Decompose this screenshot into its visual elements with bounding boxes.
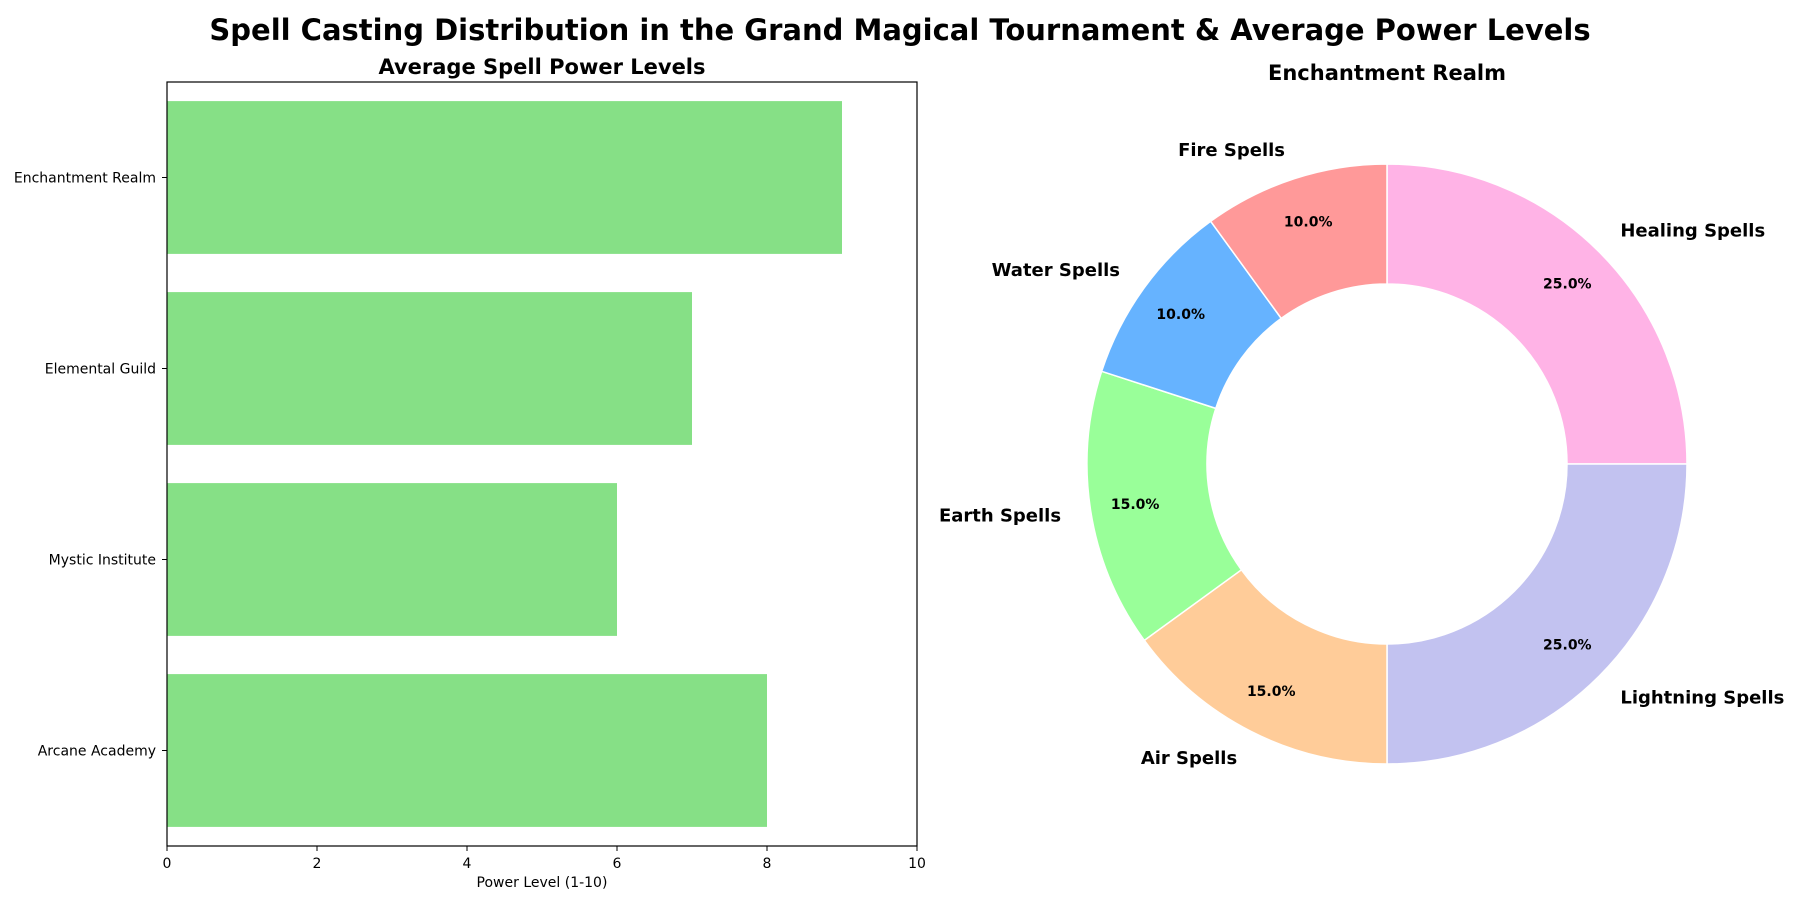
x-tick-label: 6 bbox=[613, 856, 622, 872]
bar-elemental-guild bbox=[167, 292, 692, 445]
slice-fire-spells bbox=[1209, 163, 1388, 320]
x-tick-label: 10 bbox=[908, 856, 926, 872]
donut-chart-panel: Enchantment Realm 25.0%Healing Spells25.… bbox=[939, 61, 1784, 769]
slice-label-water-spells: Water Spells bbox=[992, 260, 1120, 281]
x-tick-label: 4 bbox=[463, 856, 472, 872]
donut-labels: 25.0% Healing Spells 25.0% Lightning Spells… bbox=[939, 140, 1784, 769]
slice-lightning-spells bbox=[1386, 463, 1688, 765]
slice-label-earth-spells: Earth Spells bbox=[939, 506, 1061, 527]
donut-chart-title: Enchantment Realm bbox=[1268, 61, 1506, 85]
x-axis-label: Power Level (1-10) bbox=[477, 875, 608, 891]
slice-percent-fire-spells: 10.0% bbox=[1284, 214, 1333, 230]
bar-enchantment-realm bbox=[167, 101, 842, 254]
slice-label-air-spells: Air Spells bbox=[1141, 748, 1237, 769]
bar-arcane-academy bbox=[167, 674, 767, 827]
slice-healing-spells bbox=[1386, 163, 1688, 465]
bar-series bbox=[167, 101, 842, 827]
x-axis: 0 2 4 6 8 10 bbox=[163, 846, 926, 872]
y-tick-label: Elemental Guild bbox=[45, 362, 156, 378]
y-axis: Enchantment Realm Elemental Guild Mystic I… bbox=[14, 171, 167, 760]
bar-mystic-institute bbox=[167, 483, 617, 636]
slice-label-lightning-spells: Lightning Spells bbox=[1620, 687, 1784, 708]
x-tick-label: 2 bbox=[313, 856, 322, 872]
slice-label-healing-spells: Healing Spells bbox=[1620, 221, 1765, 242]
y-tick-label: Arcane Academy bbox=[38, 744, 156, 760]
y-tick-label: Mystic Institute bbox=[49, 553, 156, 569]
x-tick-label: 8 bbox=[763, 856, 772, 872]
bar-chart-title: Average Spell Power Levels bbox=[378, 55, 705, 79]
bar-chart-panel: Average Spell Power Levels 0 2 4 6 8 10 Encha… bbox=[14, 55, 926, 891]
slice-percent-lightning-spells: 25.0% bbox=[1543, 637, 1592, 653]
figure-title: Spell Casting Distribution in the Grand … bbox=[209, 13, 1590, 47]
x-tick-label: 0 bbox=[163, 856, 172, 872]
slice-label-fire-spells: Fire Spells bbox=[1178, 140, 1285, 161]
slice-percent-air-spells: 15.0% bbox=[1247, 684, 1296, 700]
y-tick-label: Enchantment Realm bbox=[14, 171, 156, 187]
donut-slices bbox=[1086, 163, 1688, 765]
slice-percent-water-spells: 10.0% bbox=[1156, 307, 1205, 323]
slice-percent-healing-spells: 25.0% bbox=[1543, 277, 1592, 293]
slice-percent-earth-spells: 15.0% bbox=[1111, 497, 1160, 513]
plot-frame bbox=[166, 81, 918, 847]
